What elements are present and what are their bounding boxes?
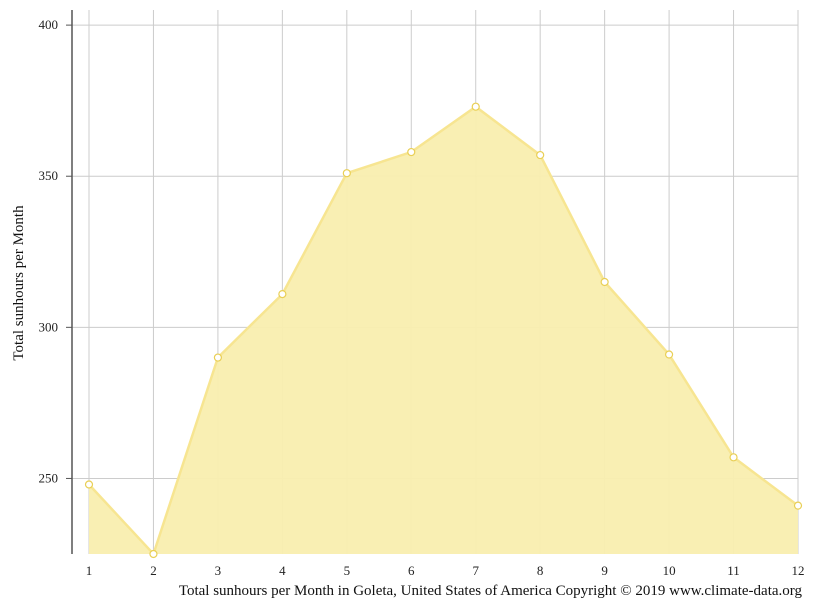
x-tick-labels: 1 2 3 4 5 6 7 8 9 10 11 12	[86, 563, 805, 578]
data-point[interactable]	[213, 353, 223, 362]
data-point[interactable]	[342, 169, 351, 178]
data-point[interactable]	[471, 102, 480, 111]
x-tick-label: 5	[344, 563, 351, 578]
area-fill	[89, 106, 798, 554]
x-tick-label: 3	[215, 563, 222, 578]
data-point[interactable]	[407, 147, 416, 157]
chart-caption: Total sunhours per Month in Goleta, Unit…	[178, 583, 802, 599]
series-line	[88, 105, 799, 557]
y-tick-label: 350	[39, 168, 59, 183]
y-tick-label: 400	[39, 17, 59, 32]
x-tick-label: 8	[537, 563, 544, 578]
data-point[interactable]	[278, 289, 287, 299]
data-points	[84, 102, 803, 559]
data-point[interactable]	[536, 150, 545, 160]
data-point[interactable]	[600, 277, 609, 287]
x-tick-label: 4	[279, 563, 286, 578]
x-tick-label: 7	[472, 563, 479, 578]
data-point[interactable]	[84, 480, 94, 489]
data-point[interactable]	[664, 350, 674, 359]
data-point[interactable]	[729, 453, 738, 462]
y-tick-label: 300	[39, 319, 59, 334]
y-tick-labels: 250 300 350 400	[39, 17, 59, 485]
data-point[interactable]	[149, 549, 158, 559]
area-series	[88, 105, 799, 557]
y-axis-title: Total sunhours per Month	[11, 205, 27, 361]
x-tick-label: 6	[408, 563, 415, 578]
x-tick-label: 9	[601, 563, 608, 578]
x-tick-label: 10	[663, 563, 676, 578]
x-tick-label: 1	[86, 563, 93, 578]
data-point[interactable]	[793, 501, 803, 510]
y-axis	[66, 10, 73, 554]
x-tick-label: 12	[792, 563, 805, 578]
x-tick-label: 11	[727, 563, 740, 578]
x-tick-label: 2	[150, 563, 157, 578]
y-tick-label: 250	[39, 470, 59, 485]
